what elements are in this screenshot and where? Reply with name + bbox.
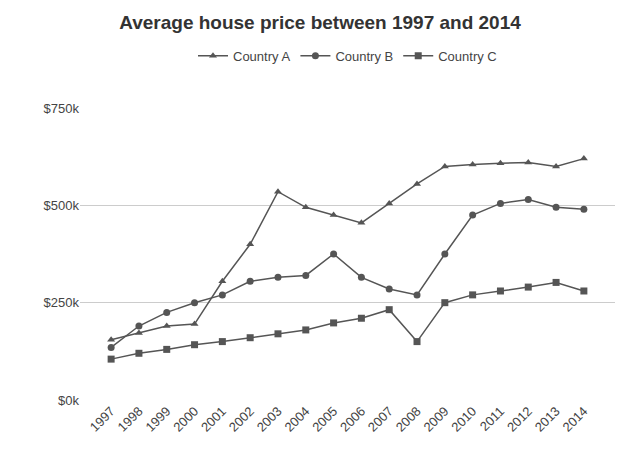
- svg-text:2005: 2005: [309, 404, 340, 435]
- svg-text:Country B: Country B: [335, 49, 393, 64]
- svg-text:$0k: $0k: [58, 393, 79, 408]
- svg-text:2007: 2007: [365, 404, 396, 435]
- svg-text:2009: 2009: [420, 404, 451, 435]
- svg-text:2002: 2002: [226, 404, 257, 435]
- svg-text:Country A: Country A: [233, 49, 290, 64]
- svg-text:2011: 2011: [477, 404, 507, 434]
- svg-text:2004: 2004: [281, 404, 312, 435]
- svg-text:2014: 2014: [560, 404, 591, 435]
- svg-text:$500k: $500k: [44, 198, 80, 213]
- svg-text:2012: 2012: [504, 404, 535, 435]
- svg-text:2001: 2001: [198, 404, 229, 435]
- svg-text:2006: 2006: [337, 404, 368, 435]
- svg-text:1998: 1998: [115, 404, 146, 435]
- svg-text:Average house price between 19: Average house price between 1997 and 201…: [119, 12, 521, 33]
- svg-text:2003: 2003: [254, 404, 285, 435]
- svg-text:$750k: $750k: [44, 101, 80, 116]
- svg-text:2013: 2013: [532, 404, 563, 435]
- svg-text:2008: 2008: [393, 404, 424, 435]
- svg-text:$250k: $250k: [44, 295, 80, 310]
- svg-text:1997: 1997: [87, 404, 118, 435]
- svg-text:1999: 1999: [142, 404, 173, 435]
- svg-text:2000: 2000: [170, 404, 201, 435]
- svg-text:2010: 2010: [448, 404, 479, 435]
- svg-text:Country C: Country C: [438, 49, 497, 64]
